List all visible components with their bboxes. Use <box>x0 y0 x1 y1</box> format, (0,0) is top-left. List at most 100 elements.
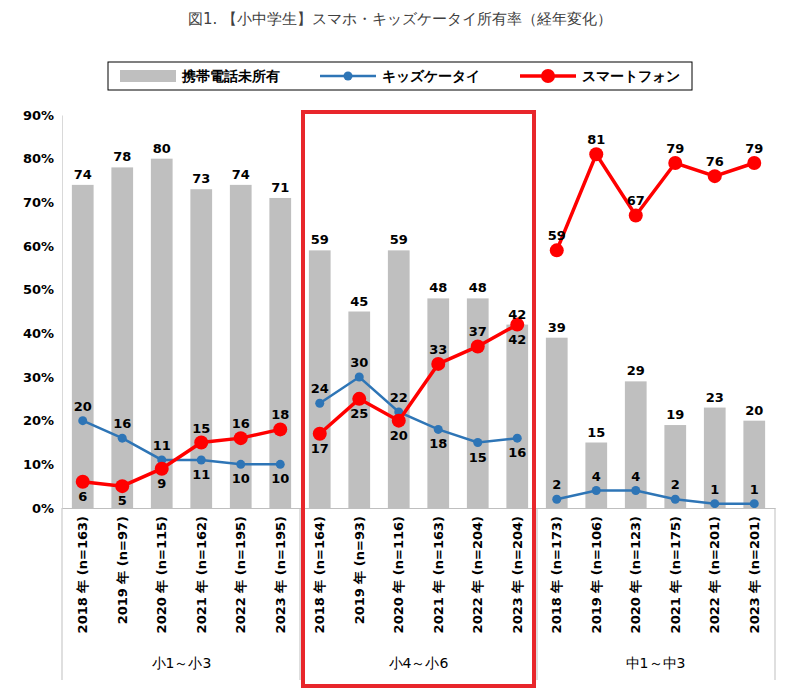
data-label: 80 <box>153 141 171 156</box>
bar <box>111 167 133 508</box>
data-label: 20 <box>745 403 763 418</box>
legend-label: キッズケータイ <box>382 68 480 84</box>
marker <box>708 169 722 183</box>
marker <box>355 373 364 382</box>
data-label: 11 <box>192 467 210 482</box>
x-tick-label: 2021 年 (n=175) <box>668 516 683 633</box>
line <box>83 429 281 486</box>
marker <box>276 460 285 469</box>
legend-item: スマートフォン <box>520 68 680 84</box>
chart-svg: 図1. 【小中学生】スマホ・キッズケータイ所有率（経年変化）0%10%20%30… <box>0 0 800 691</box>
data-label: 2 <box>671 477 680 492</box>
data-label: 73 <box>192 171 210 186</box>
marker <box>671 495 680 504</box>
x-tick-group: 2019 年 (n=106) <box>589 516 604 633</box>
x-tick-group: 2022 年 (n=201) <box>707 516 722 633</box>
y-tick-label: 70% <box>23 195 54 210</box>
marker <box>710 499 719 508</box>
data-label: 48 <box>469 280 487 295</box>
data-label: 37 <box>469 324 487 339</box>
data-label: 45 <box>350 294 368 309</box>
bar <box>269 198 291 508</box>
y-tick-group: 30% <box>23 370 62 385</box>
data-label: 9 <box>157 476 166 491</box>
data-label: 4 <box>631 469 640 484</box>
x-tick-group: 2023 年 (n=195) <box>273 516 288 633</box>
data-label: 19 <box>666 407 684 422</box>
marker <box>76 475 90 489</box>
x-tick-group: 2019 年 (n=97) <box>115 516 130 624</box>
marker <box>313 427 327 441</box>
marker <box>431 357 445 371</box>
marker <box>631 486 640 495</box>
data-label: 67 <box>627 193 645 208</box>
x-tick-label: 2020 年 (n=115) <box>154 516 169 633</box>
marker <box>750 499 759 508</box>
data-label: 18 <box>271 407 289 422</box>
group-separator <box>537 508 538 680</box>
y-tick-label: 10% <box>23 457 54 472</box>
y-tick-group: 60% <box>23 239 62 254</box>
y-tick-label: 50% <box>23 282 54 297</box>
x-tick-group: 2018 年 (n=173) <box>549 516 564 633</box>
legend-item: 携帯電話未所有 <box>120 68 280 84</box>
bar <box>427 298 449 508</box>
x-tick-label: 2021 年 (n=162) <box>194 516 209 633</box>
x-tick-label: 2022 年 (n=201) <box>707 516 722 633</box>
bar <box>388 250 410 508</box>
y-tick-group: 0% <box>32 501 62 516</box>
data-label: 24 <box>311 381 329 396</box>
data-label: 15 <box>192 421 210 436</box>
data-label: 78 <box>113 149 131 164</box>
x-tick-group: 2021 年 (n=162) <box>194 516 209 633</box>
x-tick-label: 2023 年 (n=204) <box>510 516 525 633</box>
line-series <box>76 147 762 493</box>
x-tick-group: 2023 年 (n=201) <box>747 516 762 633</box>
data-label: 71 <box>271 180 289 195</box>
data-label: 39 <box>548 320 566 335</box>
data-label: 20 <box>390 428 408 443</box>
chart-title: 図1. 【小中学生】スマホ・キッズケータイ所有率（経年変化） <box>188 10 612 28</box>
bar <box>664 425 686 508</box>
group-separator <box>775 508 776 680</box>
bar <box>309 250 331 508</box>
data-label: 29 <box>627 363 645 378</box>
marker <box>392 414 406 428</box>
data-label: 1 <box>710 482 719 497</box>
data-label: 5 <box>118 493 127 508</box>
data-label: 11 <box>153 438 171 453</box>
bar <box>585 443 607 509</box>
data-label: 16 <box>508 445 526 460</box>
data-label: 74 <box>232 167 250 182</box>
line <box>557 491 755 504</box>
data-label: 59 <box>390 232 408 247</box>
data-label: 15 <box>587 425 605 440</box>
group-label: 小4～小6 <box>389 655 449 671</box>
data-label: 48 <box>429 280 447 295</box>
data-label: 76 <box>706 154 724 169</box>
data-label: 10 <box>271 471 289 486</box>
marker <box>118 434 127 443</box>
bar <box>704 408 726 508</box>
x-tick-group: 2018 年 (n=163) <box>75 516 90 633</box>
y-tick-label: 30% <box>23 370 54 385</box>
data-label: 59 <box>311 232 329 247</box>
x-tick-group: 2018 年 (n=164) <box>312 516 327 633</box>
marker <box>471 339 485 353</box>
marker <box>78 416 87 425</box>
x-tick-group: 2020 年 (n=116) <box>391 516 406 633</box>
x-tick-label: 2021 年 (n=163) <box>431 516 446 633</box>
bar-series <box>72 159 765 508</box>
data-label: 59 <box>548 228 566 243</box>
data-label: 79 <box>745 141 763 156</box>
y-tick-label: 0% <box>32 501 54 516</box>
bar <box>348 312 370 509</box>
x-tick-group: 2020 年 (n=115) <box>154 516 169 633</box>
marks <box>72 147 765 508</box>
highlight-box <box>303 112 534 686</box>
data-label: 20 <box>74 399 92 414</box>
y-tick-group: 50% <box>23 282 62 297</box>
x-tick-label: 2018 年 (n=163) <box>75 516 90 633</box>
data-label: 42 <box>508 332 526 347</box>
data-label: 18 <box>429 436 447 451</box>
